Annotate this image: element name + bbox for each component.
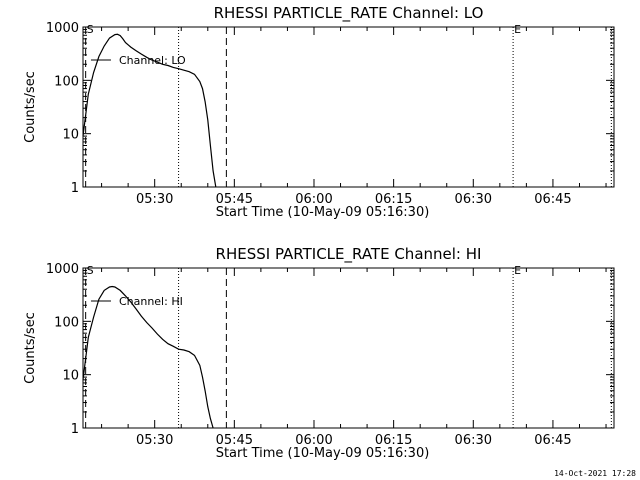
- marker-label: S: [87, 264, 94, 277]
- legend-label: Channel: LO: [119, 54, 186, 67]
- x-tick-label: 05:30: [136, 192, 173, 207]
- hi-channel-panel: RHESSI PARTICLE_RATE Channel: HI 1 10 100 10…: [23, 245, 615, 461]
- plot-frame: [82, 26, 615, 188]
- y-tick-label: 1000: [46, 262, 79, 277]
- x-tick-label: 06:45: [534, 192, 571, 207]
- y-tick-label: 10: [62, 369, 79, 384]
- x-tick-label: 05:30: [136, 433, 173, 448]
- lo-channel-panel: RHESSI PARTICLE_RATE Channel: LO 1 10 100 10…: [23, 4, 615, 220]
- y-tick-label: 1000: [46, 21, 79, 36]
- plot-frame: [82, 267, 615, 429]
- x-tick-label: 06:00: [295, 433, 332, 448]
- y-tick-label: 1: [71, 422, 79, 437]
- y-axis-label: Counts/sec: [23, 71, 38, 143]
- x-tick-label: 06:15: [375, 192, 412, 207]
- x-tick-label: 06:00: [295, 192, 332, 207]
- marker-label: E: [514, 264, 521, 277]
- y-tick-label: 100: [54, 315, 79, 330]
- y-tick-label: 1: [71, 181, 79, 196]
- marker-label: S: [87, 23, 94, 36]
- y-tick-label: 10: [62, 128, 79, 143]
- x-tick-label: 05:45: [216, 192, 253, 207]
- series-line-hi: [82, 285, 214, 429]
- x-tick-label: 06:30: [455, 433, 492, 448]
- chart-title: RHESSI PARTICLE_RATE Channel: HI: [216, 245, 482, 264]
- y-tick-label: 100: [54, 74, 79, 89]
- x-tick-label: 06:45: [534, 433, 571, 448]
- x-axis-label: Start Time (10-May-09 05:16:30): [216, 205, 430, 220]
- x-tick-label: 06:15: [375, 433, 412, 448]
- chart-title: RHESSI PARTICLE_RATE Channel: LO: [214, 4, 484, 23]
- x-axis-label: Start Time (10-May-09 05:16:30): [216, 446, 430, 461]
- series-line-lo: [82, 33, 217, 188]
- y-axis-label: Counts/sec: [23, 312, 38, 384]
- x-tick-label: 05:45: [216, 433, 253, 448]
- x-tick-label: 06:30: [455, 192, 492, 207]
- marker-label: E: [514, 23, 521, 36]
- footer-timestamp: 14-Oct-2021 17:28: [554, 469, 636, 478]
- legend-label: Channel: HI: [119, 295, 183, 308]
